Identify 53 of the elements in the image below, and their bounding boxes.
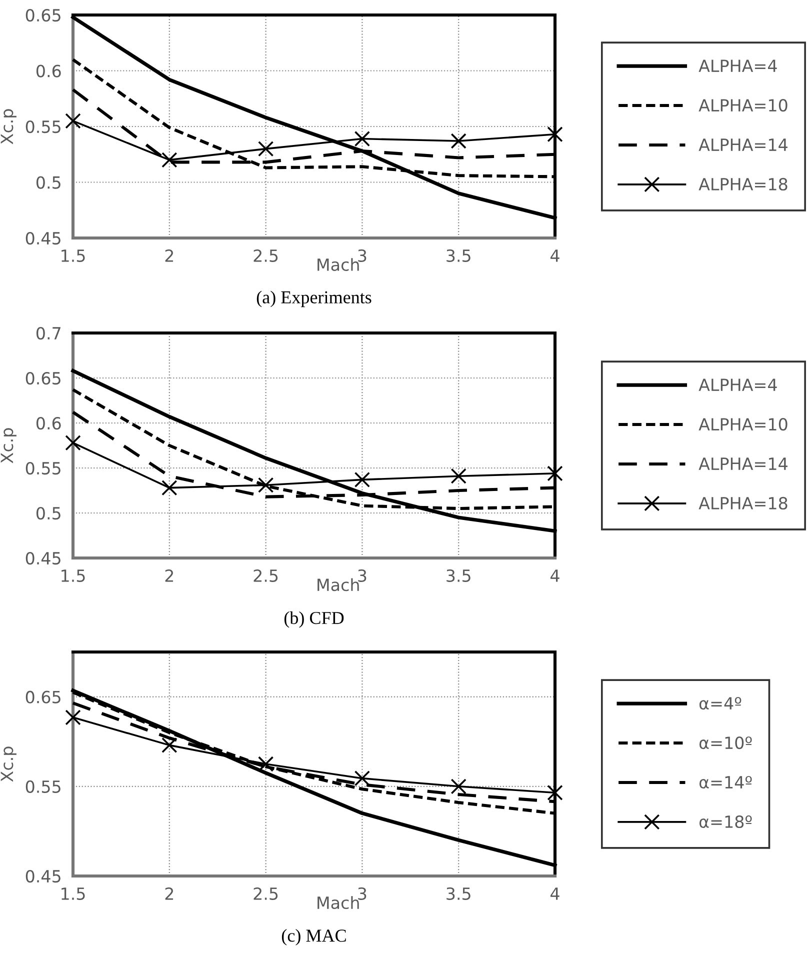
legend-label: α=14º <box>699 776 752 789</box>
x-tick-label: 3.5 <box>446 887 470 900</box>
y-axis-title: Xc.p <box>0 109 16 144</box>
x-axis-title: Mach <box>318 578 359 592</box>
x-tick-label: 3.5 <box>446 249 470 262</box>
legend-label: ALPHA=14 <box>698 138 788 151</box>
y-tick-label: 0.5 <box>36 176 60 189</box>
x-tick-label: 1.5 <box>62 250 85 262</box>
x-tick-label: 3 <box>358 887 366 900</box>
y-tick-label: 0.7 <box>36 326 60 340</box>
legend-label: α=10º <box>699 736 752 750</box>
legend-label: ALPHA=18 <box>698 496 788 510</box>
legend-label: ALPHA=10 <box>698 98 788 112</box>
x-tick-label: 4 <box>550 888 560 900</box>
x-tick-label: 2 <box>165 569 174 582</box>
x-tick-label: 2 <box>165 887 174 900</box>
x-tick-label: 3 <box>358 569 366 582</box>
text: (b) CFD <box>284 611 344 628</box>
y-tick-label: 0.55 <box>26 780 60 793</box>
y-tick-label: 0.55 <box>26 462 60 475</box>
y-tick-label: 0.55 <box>26 120 60 134</box>
y-tick-label: 0.45 <box>26 232 60 245</box>
legend-label: ALPHA=10 <box>698 418 788 431</box>
legend-label: ALPHA=18 <box>698 178 788 191</box>
x-axis-title: Mach <box>318 896 359 910</box>
y-tick-label: 0.6 <box>36 416 61 430</box>
y-tick-label: 0.5 <box>36 506 60 520</box>
y-tick-label: 0.65 <box>26 8 60 22</box>
x-tick-label: 2.5 <box>254 887 278 900</box>
y-axis-title: Xc.p <box>0 428 16 464</box>
legend-label: ALPHA=4 <box>698 378 777 391</box>
y-tick-label: 0.45 <box>26 552 60 565</box>
legend-label: ALPHA=14 <box>698 458 788 470</box>
legend-label: α=4º <box>699 697 742 710</box>
y-tick-label: 0.45 <box>26 870 60 883</box>
x-tick-label: 4 <box>550 570 560 582</box>
x-tick-label: 2 <box>165 249 174 262</box>
legend-label: ALPHA=4 <box>698 60 777 72</box>
y-tick-label: 0.65 <box>26 690 60 704</box>
x-tick-label: 3 <box>358 249 366 262</box>
text: (a) Experiments <box>256 290 372 308</box>
x-tick-label: 1.5 <box>62 570 85 582</box>
text: (c) MAC <box>282 929 346 946</box>
x-axis-title: Mach <box>318 258 359 271</box>
y-axis-title: Xc.p <box>0 746 16 782</box>
x-tick-label: 4 <box>550 250 560 262</box>
y-tick-label: 0.6 <box>36 64 61 78</box>
legend-label: α=18º <box>699 815 752 828</box>
x-tick-label: 1.5 <box>62 888 85 900</box>
y-tick-label: 0.65 <box>26 372 60 385</box>
x-tick-label: 3.5 <box>446 569 470 582</box>
x-tick-label: 2.5 <box>254 569 278 582</box>
x-tick-label: 2.5 <box>254 249 278 262</box>
